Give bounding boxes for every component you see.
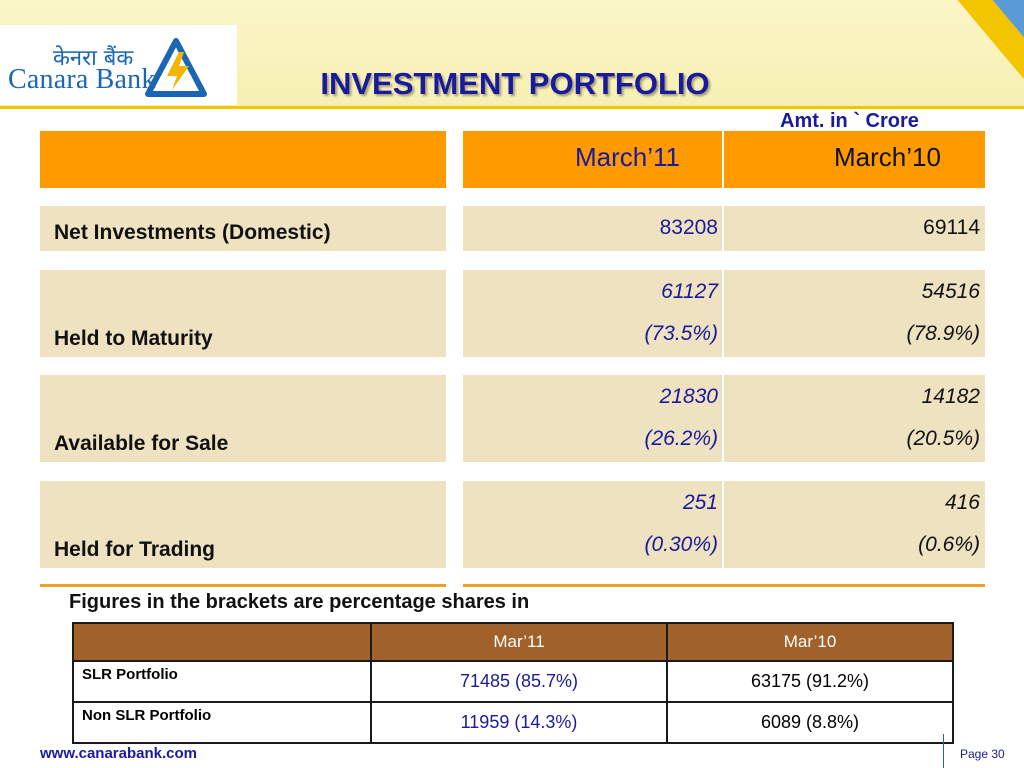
share-march-11: (73.5%) <box>644 322 718 345</box>
col-header-march-11: March’11 <box>575 142 681 172</box>
value-march-11: 21830 <box>659 385 718 408</box>
table-row: SLR Portfolio 71485 (85.7%) 63175 (91.2%… <box>72 660 954 703</box>
row-label: Held to Maturity <box>54 327 213 350</box>
slr-value-mar-11: 71485 (85.7%) <box>370 660 668 703</box>
row-afs-label-cell <box>40 375 446 462</box>
slr-header-row: Mar’11 Mar’10 <box>72 622 954 662</box>
row-htm-label-cell <box>40 270 446 357</box>
slr-value-mar-10: 6089 (8.8%) <box>666 701 954 744</box>
col-header-march-10: March’10 <box>834 142 941 172</box>
value-march-10: 416 <box>944 491 980 514</box>
table-bottom-line-left <box>40 584 446 587</box>
share-march-10: (78.9%) <box>906 322 980 345</box>
row-label: Available for Sale <box>54 432 229 455</box>
banner-stripes <box>884 0 1024 120</box>
slr-row-label: SLR Portfolio <box>72 660 372 703</box>
row-htm-values-cell <box>463 270 985 357</box>
amount-unit-note: Amt. in ` Crore <box>780 110 919 132</box>
row-label: Net Investments (Domestic) <box>54 221 331 244</box>
table-row: Non SLR Portfolio 11959 (14.3%) 6089 (8.… <box>72 701 954 744</box>
table-bottom-line-right <box>463 584 985 587</box>
row-net-investments-label-cell <box>40 206 446 251</box>
slr-header-empty <box>72 622 372 662</box>
logo-english-text: Canara Bank <box>8 64 156 95</box>
footer-divider <box>943 734 944 768</box>
banner-underline <box>0 106 1024 109</box>
logo-hindi-text: केनरा बैंक <box>53 46 134 71</box>
value-march-10: 14182 <box>921 385 980 408</box>
header-label-cell <box>40 131 446 188</box>
value-march-10: 69114 <box>923 216 980 239</box>
share-march-11: (0.30%) <box>644 533 718 556</box>
column-divider <box>722 131 724 568</box>
row-label: Held for Trading <box>54 538 216 561</box>
value-march-10: 54516 <box>921 280 980 303</box>
row-afs-values-cell <box>463 375 985 462</box>
slr-row-label: Non SLR Portfolio <box>72 701 372 744</box>
value-march-11: 83208 <box>659 216 718 239</box>
value-march-11: 61127 <box>661 280 718 303</box>
footnote-text: Figures in the brackets are percentage s… <box>69 591 530 613</box>
row-net-investments-values-cell <box>463 206 985 251</box>
share-march-10: (20.5%) <box>906 427 980 450</box>
slr-table: Mar’11 Mar’10 SLR Portfolio 71485 (85.7%… <box>72 622 954 744</box>
header-values-cell <box>463 131 985 188</box>
row-hft-values-cell <box>463 481 985 568</box>
slr-header-mar-10: Mar’10 <box>666 622 954 662</box>
slr-value-mar-10: 63175 (91.2%) <box>666 660 954 703</box>
share-march-11: (26.2%) <box>644 427 718 450</box>
slr-value-mar-11: 11959 (14.3%) <box>370 701 668 744</box>
slr-header-mar-11: Mar’11 <box>370 622 668 662</box>
row-hft-label-cell <box>40 481 446 568</box>
share-march-10: (0.6%) <box>918 533 980 556</box>
canara-logo-icon <box>145 38 207 97</box>
page-number: Page 30 <box>960 747 1005 761</box>
value-march-11: 251 <box>682 491 718 514</box>
footer-website-link[interactable]: www.canarabank.com <box>40 745 198 762</box>
page-title: INVESTMENT PORTFOLIO <box>320 66 710 101</box>
